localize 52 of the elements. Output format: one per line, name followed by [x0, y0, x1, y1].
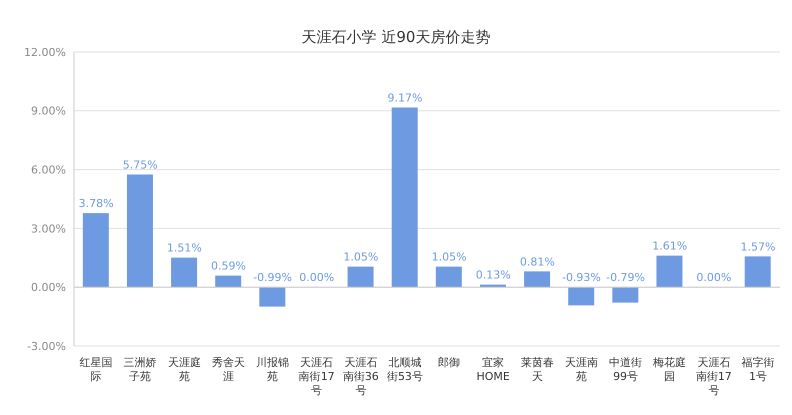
bar	[436, 266, 462, 288]
x-tick-label: 天涯石南街36号	[342, 356, 379, 397]
data-label: 1.57%	[740, 240, 776, 254]
x-tick-label: 秀舍天涯	[212, 356, 245, 383]
x-tick-label: 三洲娇子苑	[124, 356, 157, 383]
y-tick-label: 12.00%	[24, 46, 66, 59]
bar	[568, 287, 594, 306]
data-label: 1.05%	[343, 250, 378, 264]
y-tick-label: 6.00%	[31, 164, 66, 177]
y-tick-label: 3.00%	[31, 222, 66, 236]
data-label: -0.79%	[606, 271, 646, 284]
data-label: 0.81%	[520, 255, 555, 268]
bar	[392, 107, 418, 288]
bar	[215, 276, 242, 288]
bar	[348, 266, 374, 288]
data-label: 0.59%	[210, 260, 246, 273]
data-label: 0.00%	[299, 271, 334, 284]
data-label: 9.17%	[387, 91, 422, 104]
data-label: -0.93%	[562, 271, 601, 284]
x-tick-label: 红星国际	[80, 356, 113, 383]
bar	[82, 213, 109, 288]
bar	[656, 256, 682, 288]
data-label: 0.00%	[696, 271, 732, 284]
bar	[259, 287, 286, 307]
x-tick-label: 北顺城街53号	[386, 356, 423, 383]
y-tick-label: -3.00%	[27, 340, 66, 353]
data-label: 1.51%	[166, 242, 202, 255]
data-label: 5.75%	[122, 158, 158, 172]
x-tick-label: 莱茵春天	[520, 356, 554, 383]
x-tick-label: 天涯南苑	[564, 356, 598, 383]
x-tick-label: 天涯石南街17号	[696, 356, 732, 397]
bar	[524, 271, 550, 288]
bar	[612, 287, 638, 303]
y-tick-label: 0.00%	[31, 281, 66, 294]
x-tick-label: 川报锦苑	[256, 356, 290, 383]
x-tick-label: 郎御	[438, 356, 460, 369]
x-tick-label: 福字街1号	[741, 356, 774, 383]
bar	[171, 258, 198, 288]
x-tick-label: 宜家HOME	[476, 356, 510, 383]
x-tick-label: 天涯庭苑	[168, 356, 201, 383]
y-tick-label: 9.00%	[31, 104, 66, 118]
chart-title: 天涯石小学 近90天房价走势	[300, 28, 492, 47]
data-label: 0.13%	[476, 268, 511, 282]
x-tick-label: 梅花庭园	[652, 356, 686, 383]
bar	[126, 174, 153, 288]
data-label: 3.78%	[78, 197, 114, 210]
bar	[744, 256, 771, 288]
data-label: -0.99%	[253, 271, 292, 284]
data-label: 1.61%	[652, 240, 688, 253]
x-tick-label: 天涯石南街17号	[298, 356, 335, 397]
x-tick-label: 中道街99号	[609, 356, 642, 383]
data-label: 1.05%	[432, 250, 467, 264]
